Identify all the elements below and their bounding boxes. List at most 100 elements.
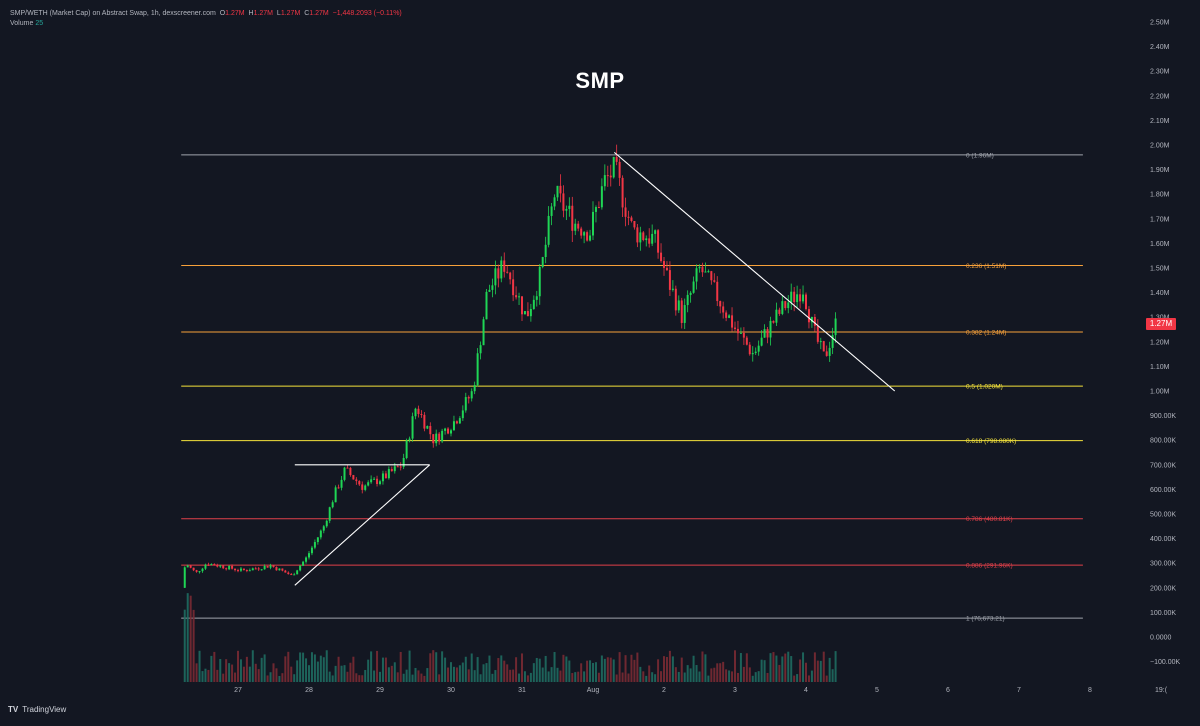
volume-bar xyxy=(470,653,473,682)
volume-bar xyxy=(423,675,426,682)
volume-bar xyxy=(562,654,565,682)
candle-body xyxy=(754,351,757,354)
candle-body xyxy=(645,238,648,241)
legend-low-value: 1.27M xyxy=(280,10,301,17)
y-tick-label: 800.00K xyxy=(1150,438,1176,445)
candle-body xyxy=(447,428,450,434)
candle-body xyxy=(559,185,562,194)
candle-body xyxy=(458,418,461,424)
candle-body xyxy=(544,244,547,258)
volume-bar xyxy=(242,666,245,682)
tradingview-logo-text: TradingView xyxy=(22,705,67,714)
candle-body xyxy=(384,473,387,479)
candle-body xyxy=(242,568,245,571)
volume-bar xyxy=(189,595,192,682)
volume-bar xyxy=(384,657,387,682)
volume-bar xyxy=(636,652,639,682)
candle-body xyxy=(819,341,822,343)
volume-bar xyxy=(589,660,592,682)
candle-body xyxy=(775,309,778,323)
candle-body xyxy=(538,266,541,297)
candle-body xyxy=(352,475,355,480)
volume-bar xyxy=(293,674,296,682)
candle-body xyxy=(816,325,819,342)
candle-body xyxy=(805,294,807,310)
fib-level-label: 0 (1.96M) xyxy=(966,152,994,159)
volume-bar xyxy=(550,667,553,682)
volume-bar xyxy=(257,669,260,682)
candle-body xyxy=(787,302,790,309)
fib-level-label: 1 (76,673.21) xyxy=(966,616,1005,623)
candle-body xyxy=(772,320,775,323)
candle-body xyxy=(725,312,728,318)
volume-bar xyxy=(526,675,529,682)
tradingview-logo[interactable]: TV TradingView xyxy=(8,705,66,714)
footer-bar xyxy=(0,700,1200,721)
candle-body xyxy=(364,485,367,490)
volume-bar xyxy=(239,659,242,682)
candle-body xyxy=(485,291,488,320)
candle-body xyxy=(367,482,370,486)
candle-body xyxy=(597,207,600,209)
candle-body xyxy=(512,279,515,296)
candle-body xyxy=(633,220,636,228)
candle-body xyxy=(213,563,216,566)
candle-body xyxy=(340,479,343,488)
candle-body xyxy=(621,177,624,208)
candle-body xyxy=(402,457,405,467)
volume-bar xyxy=(284,656,287,682)
candle-body xyxy=(769,320,772,338)
volume-bar xyxy=(609,657,612,682)
volume-bar xyxy=(251,650,254,682)
candle-body xyxy=(482,319,485,346)
candle-body xyxy=(734,327,736,329)
candle-body xyxy=(683,305,686,323)
volume-bar xyxy=(538,658,541,682)
candle-body xyxy=(822,341,825,352)
volume-bar xyxy=(222,673,225,682)
x-tick-label: 6 xyxy=(946,687,950,694)
candle-body xyxy=(479,345,482,354)
volume-bar xyxy=(627,673,630,682)
y-tick-label: 600.00K xyxy=(1150,487,1176,494)
volume-bar xyxy=(760,659,763,682)
volume-bar xyxy=(352,656,355,682)
candle-body xyxy=(739,332,742,334)
candle-body xyxy=(198,571,201,573)
volume-bar xyxy=(689,668,692,682)
volume-bar xyxy=(402,673,405,682)
candle-body xyxy=(361,484,364,490)
fib-level-label: 0.5 (1.020M) xyxy=(966,384,1003,391)
volume-bar xyxy=(476,657,479,682)
candle-body xyxy=(556,185,559,198)
volume-bar xyxy=(819,660,822,682)
candle-body xyxy=(665,267,668,271)
volume-bar xyxy=(810,670,813,682)
volume-bar xyxy=(736,672,739,682)
candle-body xyxy=(612,156,615,178)
volume-bar xyxy=(512,669,515,682)
volume-bar xyxy=(742,666,745,682)
legend-low-label: L xyxy=(276,10,281,17)
volume-bar xyxy=(494,670,497,682)
volume-bar xyxy=(805,662,807,682)
candle-body xyxy=(592,211,594,236)
volume-bar xyxy=(364,669,367,682)
candle-body xyxy=(192,567,195,571)
candle-body xyxy=(464,397,467,411)
candle-body xyxy=(390,469,393,472)
volume-bar xyxy=(571,673,574,682)
x-tick-label: 29 xyxy=(376,687,384,694)
candle-body xyxy=(461,410,464,419)
candle-body xyxy=(523,311,526,315)
volume-bar xyxy=(615,674,618,682)
candle-body xyxy=(435,433,438,444)
candle-body xyxy=(642,232,645,241)
volume-bar xyxy=(831,669,834,682)
candle-body xyxy=(411,416,414,439)
candle-body xyxy=(201,568,204,572)
fib-level-label: 0.886 (291.96K) xyxy=(966,563,1013,570)
candle-body xyxy=(751,353,754,355)
